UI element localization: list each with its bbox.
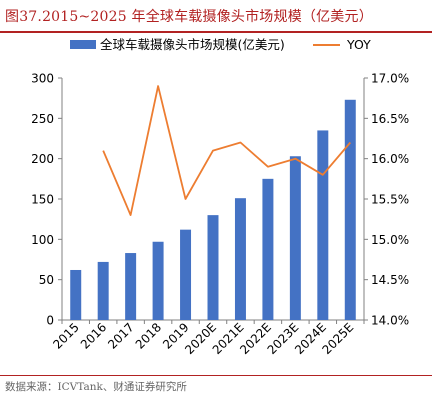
title-bar: 图37.2015~2025 年全球车载摄像头市场规模（亿美元） [0,0,432,33]
y-right-tick-label: 17.0% [371,72,409,86]
legend-line-label: YOY [346,37,371,52]
y-right-tick-label: 16.0% [371,152,409,166]
y-right-tick-label: 15.5% [371,193,409,207]
x-tick-label: 2025E [320,320,357,357]
y-left-tick-label: 50 [39,273,54,287]
y-left-tick-label: 300 [31,72,54,86]
legend-bar-label: 全球车载摄像头市场规模(亿美元) [100,37,285,52]
bar-2021E [234,198,246,320]
bar-2022E [262,178,274,320]
y-left-tick-label: 250 [31,112,54,126]
bar-2020E [207,215,219,320]
y-right-tick-label: 14.0% [371,314,409,328]
bar-2024E [317,130,329,320]
x-tick-label: 2018 [133,320,164,351]
bar-2019 [180,229,192,320]
x-tick-label: 2015 [50,320,81,351]
x-tick-label: 2017 [105,320,136,351]
x-tick-label: 2016 [78,320,109,351]
y-left-tick-label: 150 [31,193,54,207]
source-note: 数据来源：ICVTank、财通证券研究所 [5,381,187,393]
y-right-tick-label: 15.0% [371,233,409,247]
bar-2023E [289,156,301,320]
bar-2015 [70,269,82,320]
bar-2017 [125,253,137,320]
yoy-series-line [102,85,351,217]
bars [70,99,356,320]
chart: 全球车载摄像头市场规模(亿美元) YOY 0 50 100 150 200 250 300 1… [31,37,409,357]
footer-divider [0,375,432,376]
y-left-tick-label: 100 [31,233,54,247]
y-right-tick-label: 14.5% [371,273,409,287]
y-right-tick-label: 16.5% [371,112,409,126]
bar-2018 [152,241,164,320]
bar-2016 [97,261,109,320]
legend: 全球车载摄像头市场规模(亿美元) YOY [70,37,371,52]
yoy-line [102,85,351,217]
title-divider [0,31,432,33]
y-left-tick-label: 0 [46,314,54,328]
y-left-tick-label: 200 [31,152,54,166]
legend-bar-swatch [70,40,96,49]
page-title: 图37.2015~2025 年全球车载摄像头市场规模（亿美元） [5,9,373,25]
bar-2025E [344,99,356,320]
